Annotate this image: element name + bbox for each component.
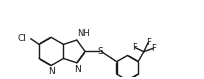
Text: N: N [48, 67, 54, 76]
Text: F: F [145, 38, 150, 47]
Text: Cl: Cl [18, 34, 27, 43]
Text: S: S [96, 47, 102, 56]
Text: F: F [151, 44, 155, 53]
Text: F: F [131, 43, 136, 52]
Text: N: N [73, 65, 80, 74]
Text: NH: NH [77, 29, 90, 38]
